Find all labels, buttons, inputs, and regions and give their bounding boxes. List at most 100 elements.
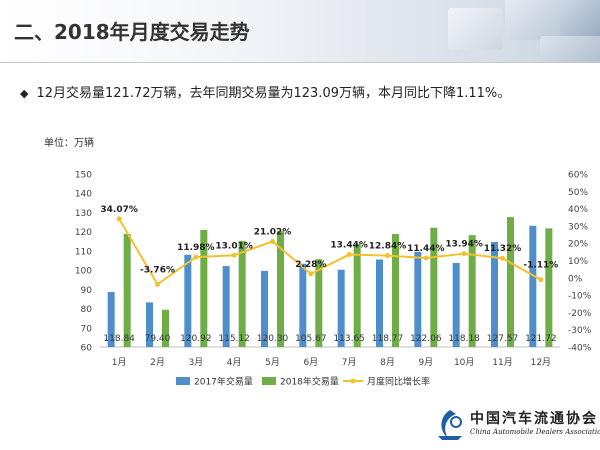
bar-2018-data-label: 79.40: [145, 334, 171, 344]
growth-rate-data-label: 2.28%: [295, 260, 326, 270]
bar-2018: [162, 309, 169, 347]
unit-label: 单位：万辆: [44, 136, 94, 149]
x-axis-category-label: 8月: [380, 357, 395, 368]
right-axis-tick-label: 50%: [568, 188, 588, 198]
growth-rate-point: [461, 251, 467, 257]
bar-2018: [507, 217, 514, 347]
growth-rate-data-label: 13.94%: [445, 240, 483, 250]
bar-2017: [376, 259, 383, 347]
right-axis-tick-label: 10%: [568, 257, 588, 267]
right-axis-tick-label: 60%: [568, 171, 588, 181]
x-axis-category-label: 10月: [454, 357, 474, 368]
bar-2018-data-label: 105.67: [295, 334, 327, 344]
bar-2018-data-label: 121.72: [525, 334, 557, 344]
growth-rate-data-label: -3.76%: [140, 265, 175, 275]
bar-2018: [468, 235, 476, 347]
growth-rate-point: [423, 255, 429, 261]
right-axis-tick-label: -20%: [568, 309, 592, 319]
bar-2018: [200, 229, 208, 347]
bar-2018: [353, 243, 361, 347]
legend-swatch-2017: [176, 377, 190, 385]
growth-rate-data-label: 11.98%: [177, 243, 215, 253]
growth-rate-point: [385, 253, 390, 259]
monthly-transaction-chart: 单位：万辆 60 70 80 90 100 110 120 130 140 150 -40% -30% -…: [44, 136, 592, 388]
bar-2018-data-label: 122.06: [410, 334, 442, 344]
growth-rate-point: [231, 252, 237, 258]
bar-2018: [430, 227, 438, 347]
growth-rate-point: [346, 252, 352, 258]
legend-label-growth: 月度同比增长率: [367, 376, 430, 388]
left-axis-tick-label: 90: [81, 286, 93, 296]
cada-emblem-icon: [438, 410, 462, 440]
x-axis-category-label: 4月: [227, 357, 242, 368]
bar-2017: [107, 292, 115, 347]
bar-2017: [222, 266, 230, 347]
left-axis-tick-label: 140: [75, 190, 92, 200]
right-axis-tick-label: 0%: [568, 274, 583, 284]
bar-2018: [277, 231, 284, 347]
x-axis-category-label: 9月: [418, 357, 433, 368]
bar-2017: [452, 262, 460, 347]
growth-rate-data-label: 21.02%: [254, 227, 292, 237]
bar-2017: [184, 254, 192, 347]
growth-rate-data-label: 13.01%: [215, 241, 253, 251]
right-axis-tick-label: -40%: [568, 344, 592, 354]
legend-label-2017: 2017年交易量: [194, 376, 253, 388]
right-axis-tick-label: -30%: [568, 326, 592, 336]
left-axis-tick-label: 60: [81, 344, 93, 354]
bar-2018: [545, 228, 553, 347]
left-axis-tick-label: 130: [75, 209, 92, 219]
left-axis-tick-label: 110: [75, 247, 92, 257]
bar-2017: [491, 242, 498, 347]
summary-line: ◆ 12月交易量121.72万辆，去年同期交易量为123.09万辆，本月同比下降1…: [20, 82, 510, 101]
left-axis-tick-label: 70: [81, 324, 93, 334]
bar-2017: [414, 251, 422, 347]
growth-rate-point: [500, 255, 505, 261]
logo-chinese-name: 中国汽车流通协会: [470, 411, 598, 427]
growth-rate-point: [538, 277, 544, 283]
x-axis-category-label: 5月: [265, 357, 280, 368]
bar-2018: [238, 241, 246, 347]
cada-logo: 中国汽车流通协会 China Automobile Dealers Associ…: [432, 406, 600, 446]
bar-2018: [315, 259, 323, 347]
growth-rate-data-label: 34.07%: [100, 205, 138, 215]
legend-swatch-2018: [262, 377, 276, 385]
bar-2017: [337, 269, 345, 347]
bar-2018-data-label: 118.18: [448, 334, 480, 344]
growth-rate-point: [155, 281, 160, 287]
bar-2018-data-label: 113.65: [333, 334, 365, 344]
x-axis-category-label: 12月: [531, 357, 551, 368]
bar-2018: [392, 234, 399, 347]
growth-rate-data-label: 12.84%: [369, 242, 407, 252]
header-divider: [0, 62, 600, 63]
bar-2017: [261, 270, 268, 347]
decorative-cube: [448, 8, 502, 50]
bar-2018-data-label: 127.57: [487, 334, 519, 344]
left-axis-tick-label: 150: [75, 171, 92, 181]
growth-rate-point: [308, 271, 314, 277]
growth-rate-data-label: -1.11%: [523, 261, 558, 271]
x-axis-category-label: 1月: [112, 357, 127, 368]
left-axis-tick-label: 100: [75, 267, 92, 277]
right-axis-tick-label: 20%: [568, 240, 588, 250]
page-title: 二、2018年月度交易走势: [14, 20, 250, 44]
bar-2018-data-label: 118.77: [372, 334, 404, 344]
diamond-bullet-icon: ◆: [20, 87, 29, 100]
growth-rate-data-label: 11.32%: [484, 244, 522, 254]
legend-swatch-growth-marker: [350, 378, 356, 384]
x-axis-category-label: 7月: [342, 357, 357, 368]
bar-2018-data-label: 120.92: [180, 334, 212, 344]
bar-2017: [529, 225, 537, 347]
logo-english-name: China Automobile Dealers Association: [470, 428, 600, 436]
growth-rate-point: [270, 238, 275, 244]
decorative-cube: [560, 0, 600, 40]
right-axis-tick-label: 40%: [568, 205, 588, 215]
header-banner: 二、2018年月度交易走势: [0, 0, 600, 62]
growth-rate-point: [193, 254, 199, 260]
legend-label-2018: 2018年交易量: [280, 376, 339, 388]
x-axis-category-label: 3月: [188, 357, 203, 368]
left-axis-tick-label: 120: [75, 228, 92, 238]
decorative-cube: [540, 36, 600, 62]
left-axis-tick-label: 80: [81, 305, 93, 315]
bar-2018: [123, 233, 131, 347]
